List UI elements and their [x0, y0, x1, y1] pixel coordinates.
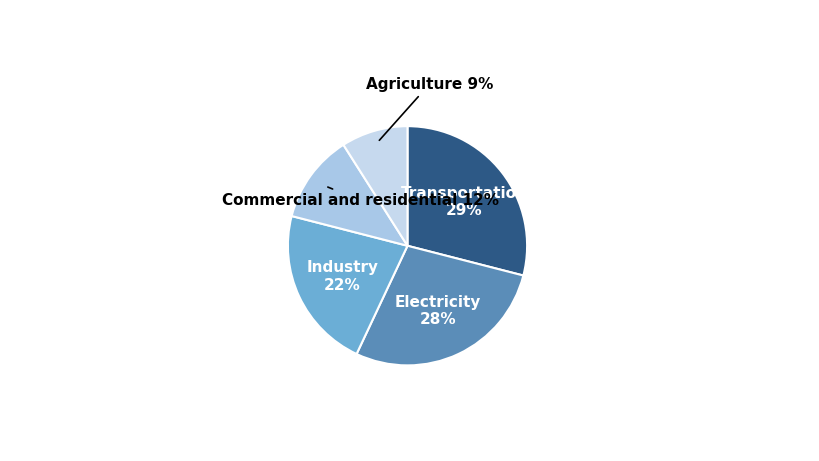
Wedge shape [407, 126, 527, 276]
Text: Commercial and residential 12%: Commercial and residential 12% [222, 187, 499, 208]
Text: Transportation
29%: Transportation 29% [400, 186, 527, 218]
Wedge shape [287, 216, 407, 354]
Text: Agriculture 9%: Agriculture 9% [365, 77, 492, 140]
Wedge shape [356, 246, 523, 366]
Text: Industry
22%: Industry 22% [306, 260, 378, 293]
Text: Electricity
28%: Electricity 28% [395, 295, 481, 327]
Wedge shape [292, 145, 407, 246]
Wedge shape [343, 126, 407, 246]
